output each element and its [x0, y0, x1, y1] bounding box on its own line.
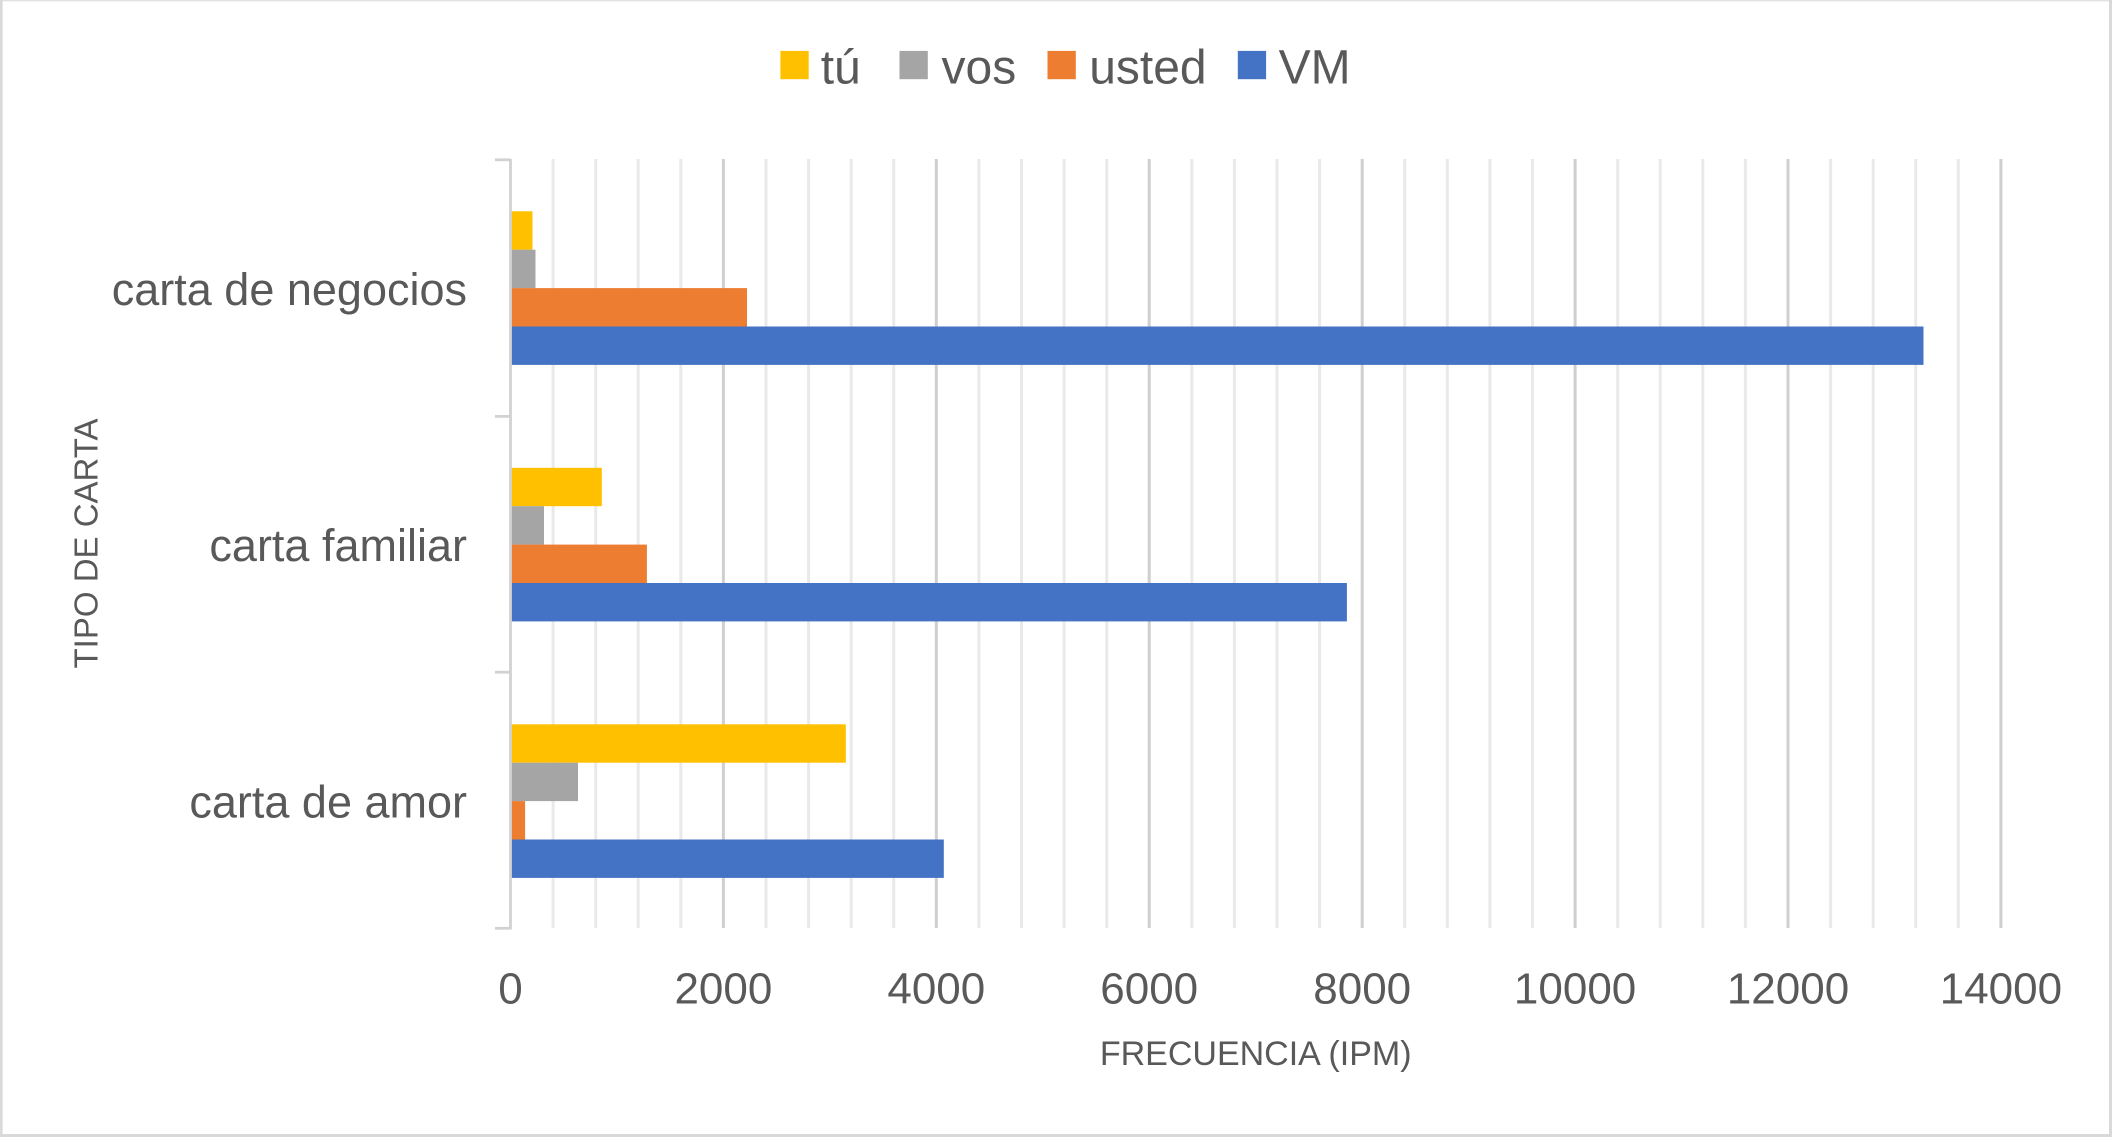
svg-text:8000: 8000 [1313, 965, 1411, 1014]
svg-text:carta de negocios: carta de negocios [112, 264, 467, 315]
svg-text:tú: tú [821, 42, 861, 95]
svg-text:12000: 12000 [1727, 965, 1849, 1014]
svg-text:carta de amor: carta de amor [189, 776, 467, 827]
svg-text:10000: 10000 [1514, 965, 1636, 1014]
svg-text:0: 0 [498, 965, 522, 1014]
svg-text:vos: vos [942, 42, 1017, 95]
svg-text:6000: 6000 [1100, 965, 1198, 1014]
svg-text:TIPO DE CARTA: TIPO DE CARTA [67, 419, 104, 669]
svg-text:FRECUENCIA (IPM): FRECUENCIA (IPM) [1100, 1035, 1412, 1073]
svg-text:4000: 4000 [887, 965, 985, 1014]
svg-text:usted: usted [1089, 42, 1206, 95]
svg-text:carta familiar: carta familiar [209, 520, 467, 571]
svg-text:VM: VM [1279, 42, 1351, 95]
svg-text:14000: 14000 [1940, 965, 2062, 1014]
svg-text:2000: 2000 [674, 965, 772, 1014]
